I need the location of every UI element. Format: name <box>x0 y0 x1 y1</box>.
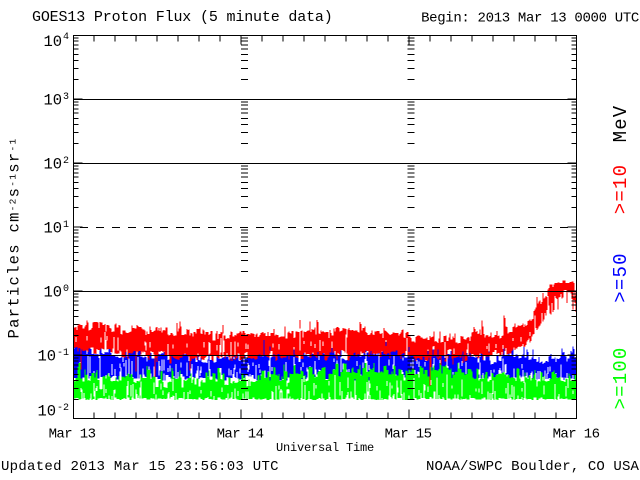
svg-text:1: 1 <box>63 220 69 231</box>
svg-text:Mar 16: Mar 16 <box>553 427 600 443</box>
svg-text:Particles cm-2s-1sr-1: Particles cm-2s-1sr-1 <box>6 137 24 338</box>
svg-text:Begin: 2013 Mar 13 0000 UTC: Begin: 2013 Mar 13 0000 UTC <box>421 11 639 27</box>
svg-text:Mar 15: Mar 15 <box>385 427 432 443</box>
svg-text:10: 10 <box>38 348 57 366</box>
svg-text:NOAA/SWPC Boulder, CO USA: NOAA/SWPC Boulder, CO USA <box>426 459 640 475</box>
svg-text:Updated 2013 Mar 15 23:56:03 U: Updated 2013 Mar 15 23:56:03 UTC <box>1 459 279 475</box>
svg-text:Mar 14: Mar 14 <box>217 427 264 443</box>
svg-text:10: 10 <box>44 284 63 302</box>
svg-text:10: 10 <box>44 156 63 174</box>
svg-text:>=100: >=100 <box>610 346 632 409</box>
svg-text:GOES13 Proton Flux (5 minute d: GOES13 Proton Flux (5 minute data) <box>32 9 333 26</box>
svg-text:10: 10 <box>38 403 57 421</box>
svg-text:>=50: >=50 <box>610 252 632 302</box>
svg-text:>=10: >=10 <box>610 164 632 214</box>
svg-text:10: 10 <box>44 33 63 51</box>
svg-text:4: 4 <box>63 32 69 43</box>
svg-text:10: 10 <box>44 92 63 110</box>
svg-text:Universal Time: Universal Time <box>276 441 374 455</box>
svg-text:10: 10 <box>44 220 63 238</box>
svg-text:MeV: MeV <box>610 105 632 143</box>
svg-text:-2: -2 <box>57 403 69 414</box>
svg-text:-1: -1 <box>57 348 69 359</box>
svg-text:3: 3 <box>63 92 69 103</box>
svg-text:2: 2 <box>63 156 69 167</box>
svg-text:Mar 13: Mar 13 <box>49 427 96 443</box>
svg-text:0: 0 <box>63 284 69 295</box>
